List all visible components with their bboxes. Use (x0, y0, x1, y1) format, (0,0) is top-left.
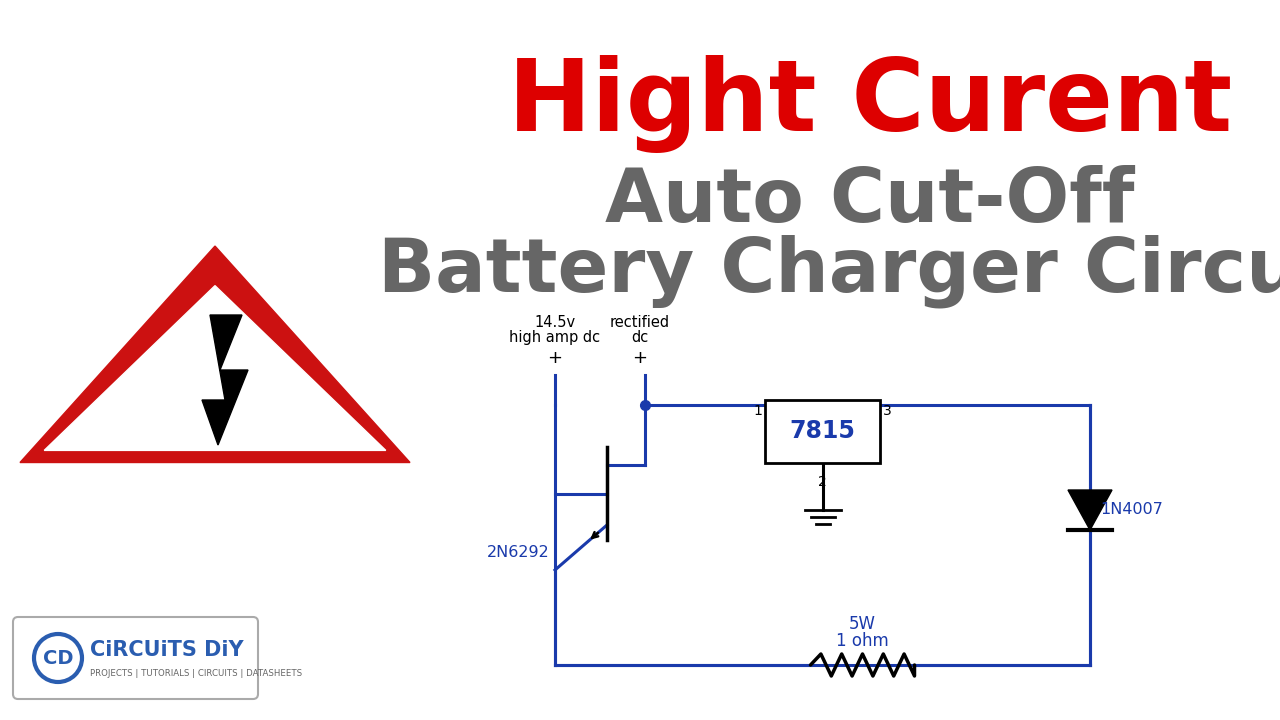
Text: +: + (548, 349, 562, 367)
Text: rectified: rectified (611, 315, 669, 330)
FancyBboxPatch shape (765, 400, 881, 463)
Polygon shape (20, 246, 410, 462)
Text: Battery Charger Circuit: Battery Charger Circuit (379, 235, 1280, 308)
Text: PROJECTS | TUTORIALS | CIRCUITS | DATASHEETS: PROJECTS | TUTORIALS | CIRCUITS | DATASH… (90, 670, 302, 678)
Text: 3: 3 (883, 404, 892, 418)
Text: dc: dc (631, 330, 649, 345)
Polygon shape (1068, 490, 1112, 530)
Text: 2N6292: 2N6292 (488, 545, 550, 560)
Text: CD: CD (42, 649, 73, 667)
Text: 1N4007: 1N4007 (1100, 503, 1162, 518)
Text: 14.5v: 14.5v (535, 315, 576, 330)
Text: 7815: 7815 (790, 420, 855, 444)
Text: Auto Cut-Off: Auto Cut-Off (605, 165, 1135, 238)
Text: 1: 1 (753, 404, 762, 418)
Text: high amp dc: high amp dc (509, 330, 600, 345)
Text: Hight Curent: Hight Curent (508, 55, 1233, 153)
Text: 5W: 5W (849, 615, 876, 633)
Text: CiRCUiTS DiY: CiRCUiTS DiY (90, 640, 243, 660)
Text: +: + (632, 349, 648, 367)
Text: 2: 2 (818, 475, 827, 489)
FancyBboxPatch shape (13, 617, 259, 699)
Text: 1 ohm: 1 ohm (836, 632, 888, 650)
Polygon shape (202, 315, 248, 445)
Polygon shape (45, 286, 385, 451)
